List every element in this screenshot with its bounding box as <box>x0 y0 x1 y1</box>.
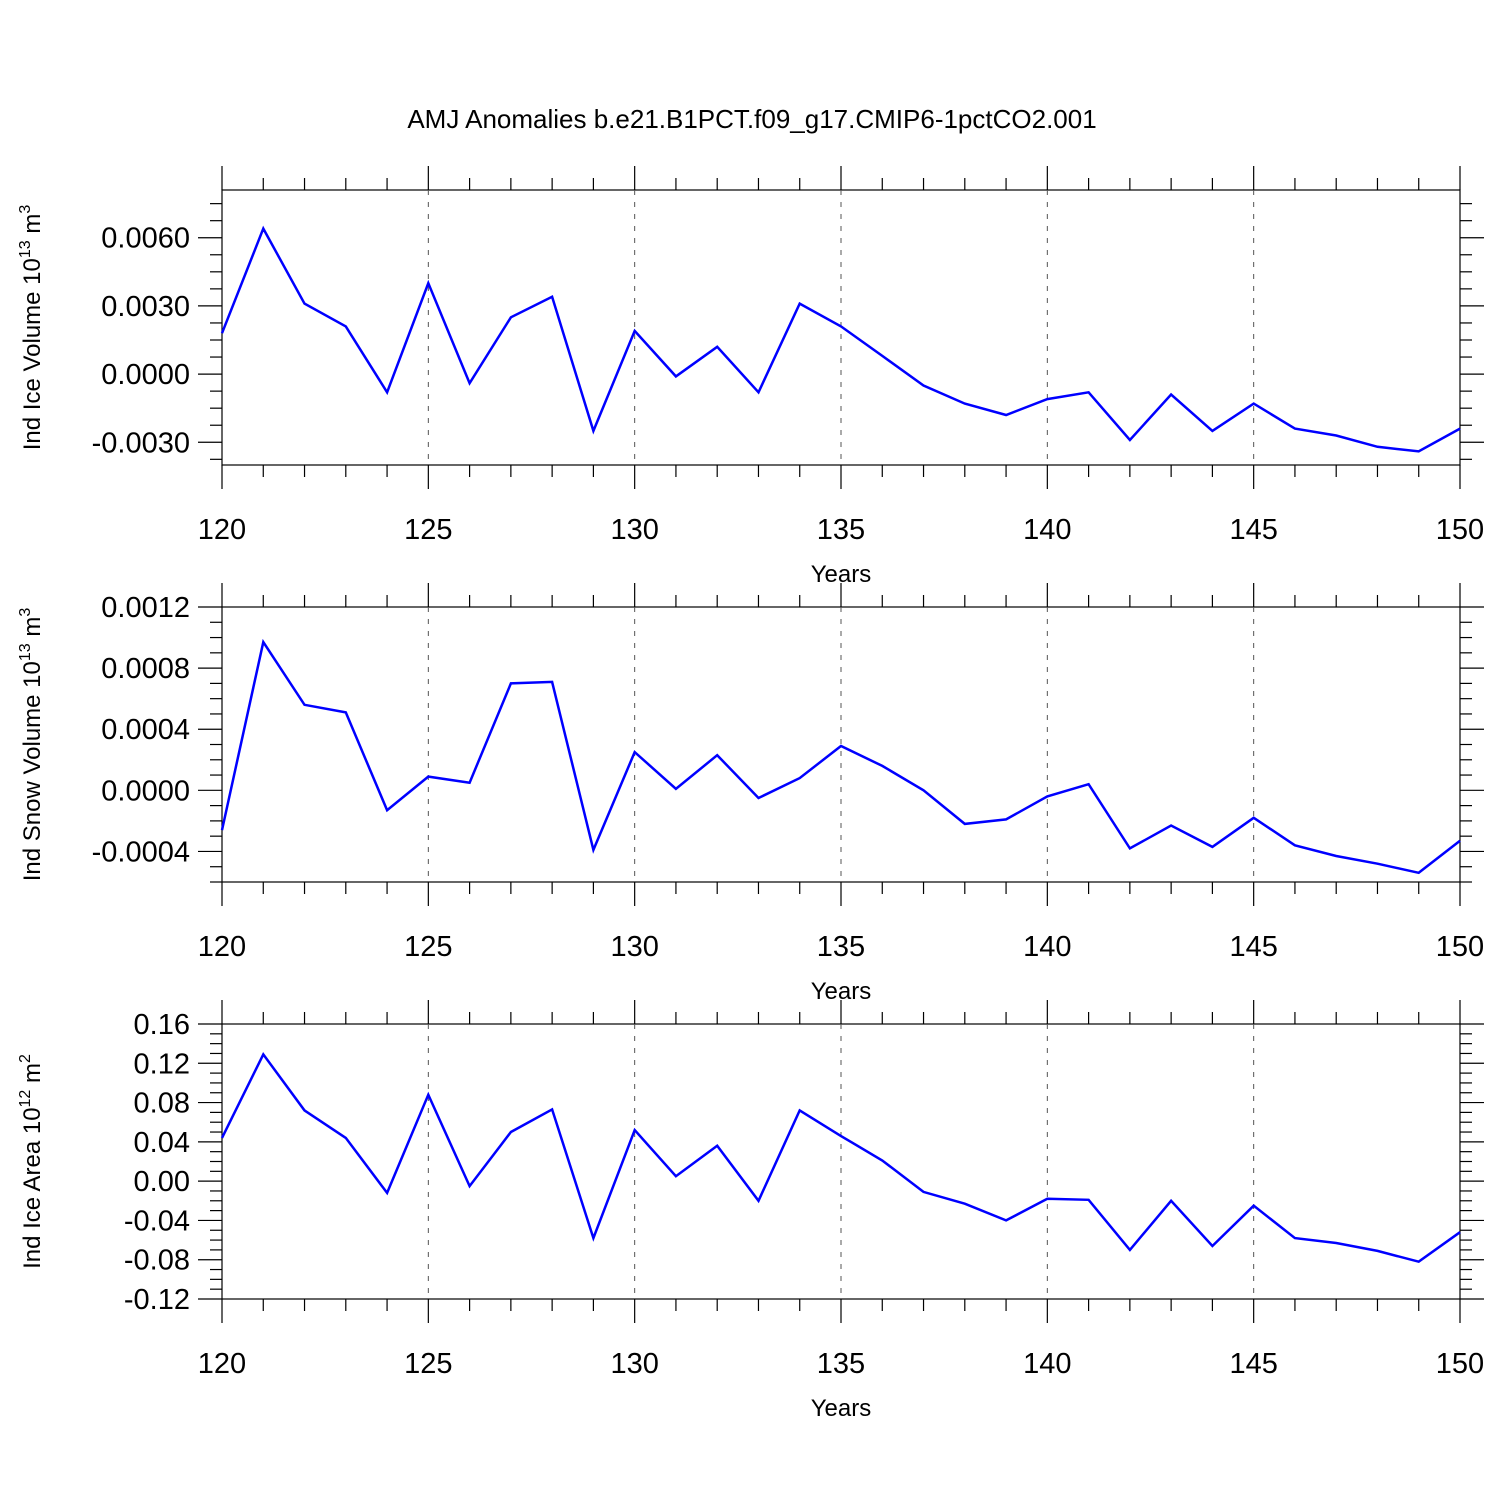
plot-frame <box>221 1023 1461 1300</box>
y-axis-label-unit: m <box>19 617 46 644</box>
x-tick-label: 150 <box>1436 514 1484 546</box>
y-tick-label: -0.12 <box>124 1284 190 1316</box>
y-axis-label-unit: m <box>19 214 46 241</box>
y-tick-label: 0.16 <box>134 1009 190 1041</box>
y-tick-label: 0.00 <box>134 1166 190 1198</box>
x-axis-label: Years <box>811 1395 872 1422</box>
y-tick-label: 0.0012 <box>101 592 190 624</box>
y-tick-label: 0.0008 <box>101 653 190 685</box>
x-tick-label: 135 <box>817 931 865 963</box>
series-line-ice-area <box>220 1052 1461 1264</box>
x-tick-label: 145 <box>1229 514 1277 546</box>
y-tick-label: 0.0030 <box>101 291 190 323</box>
y-tick-label: 0.04 <box>134 1127 190 1159</box>
x-tick-label: 120 <box>198 1348 246 1380</box>
figure-title: AMJ Anomalies b.e21.B1PCT.f09_g17.CMIP6-… <box>407 104 1096 134</box>
y-axis-label-unit-exponent: 3 <box>17 608 34 617</box>
x-tick-label: 140 <box>1023 1348 1071 1380</box>
x-tick-label: 135 <box>817 514 865 546</box>
y-tick-label: -0.04 <box>124 1205 190 1237</box>
y-tick-label: 0.0060 <box>101 223 190 255</box>
y-axis-label-unit-exponent: 2 <box>17 1054 34 1063</box>
plot-frame <box>221 606 1461 883</box>
y-axis-label-exponent: 13 <box>17 643 34 661</box>
y-axis-label-unit-exponent: 3 <box>17 205 34 214</box>
y-tick-label: 0.08 <box>134 1088 190 1120</box>
x-tick-label: 135 <box>817 1348 865 1380</box>
x-tick-label: 145 <box>1229 931 1277 963</box>
x-tick-label: 120 <box>198 931 246 963</box>
x-tick-label: 130 <box>610 1348 658 1380</box>
panel-snow-volume: 120 125 130 135 140 145 150Years0.00120.00080.… <box>17 583 1484 1005</box>
x-tick-label: 150 <box>1436 931 1484 963</box>
y-tick-label: -0.0030 <box>92 427 190 459</box>
y-axis-label-text: Ind Ice Volume 10 <box>19 258 46 450</box>
y-axis-label-exponent: 13 <box>17 240 34 258</box>
x-tick-label: 125 <box>404 1348 452 1380</box>
y-axis-label-unit: m <box>19 1063 46 1090</box>
y-tick-label: 0.0000 <box>101 775 190 807</box>
x-tick-label: 140 <box>1023 514 1071 546</box>
y-tick-label: 0.0000 <box>101 359 190 391</box>
x-tick-label: 145 <box>1229 1348 1277 1380</box>
x-tick-label: 120 <box>198 514 246 546</box>
x-tick-label: 140 <box>1023 931 1071 963</box>
y-axis-label: Ind Snow Volume 1013 m3 <box>17 608 46 882</box>
x-tick-label: 125 <box>404 514 452 546</box>
y-axis-label-exponent: 12 <box>17 1090 34 1108</box>
x-tick-label: 130 <box>610 931 658 963</box>
panel-ice-area: 120 125 130 135 140 145 150 Years 0.16 0.12 0.08 0.… <box>17 1000 1484 1422</box>
series-line-ice-volume <box>220 225 1461 453</box>
y-tick-label: -0.08 <box>124 1245 190 1277</box>
y-axis-label-text: Ind Snow Volume 10 <box>19 661 46 881</box>
y-tick-label: 0.12 <box>134 1048 190 1080</box>
x-tick-label: 125 <box>404 931 452 963</box>
panel-ice-volume: 120 125 130 135 140 145 150Years0.00600.00300.… <box>17 166 1484 588</box>
y-axis-label: Ind Ice Area 1012 m2 <box>17 1054 46 1269</box>
series-line-snow-volume <box>220 638 1461 875</box>
y-axis-label-text: Ind Ice Area 10 <box>19 1107 46 1268</box>
x-tick-label: 130 <box>610 514 658 546</box>
y-tick-label: 0.0004 <box>101 714 190 746</box>
x-tick-label: 150 <box>1436 1348 1484 1380</box>
y-axis-label: Ind Ice Volume 1013 m3 <box>17 205 46 451</box>
y-tick-label: -0.0004 <box>92 836 190 868</box>
